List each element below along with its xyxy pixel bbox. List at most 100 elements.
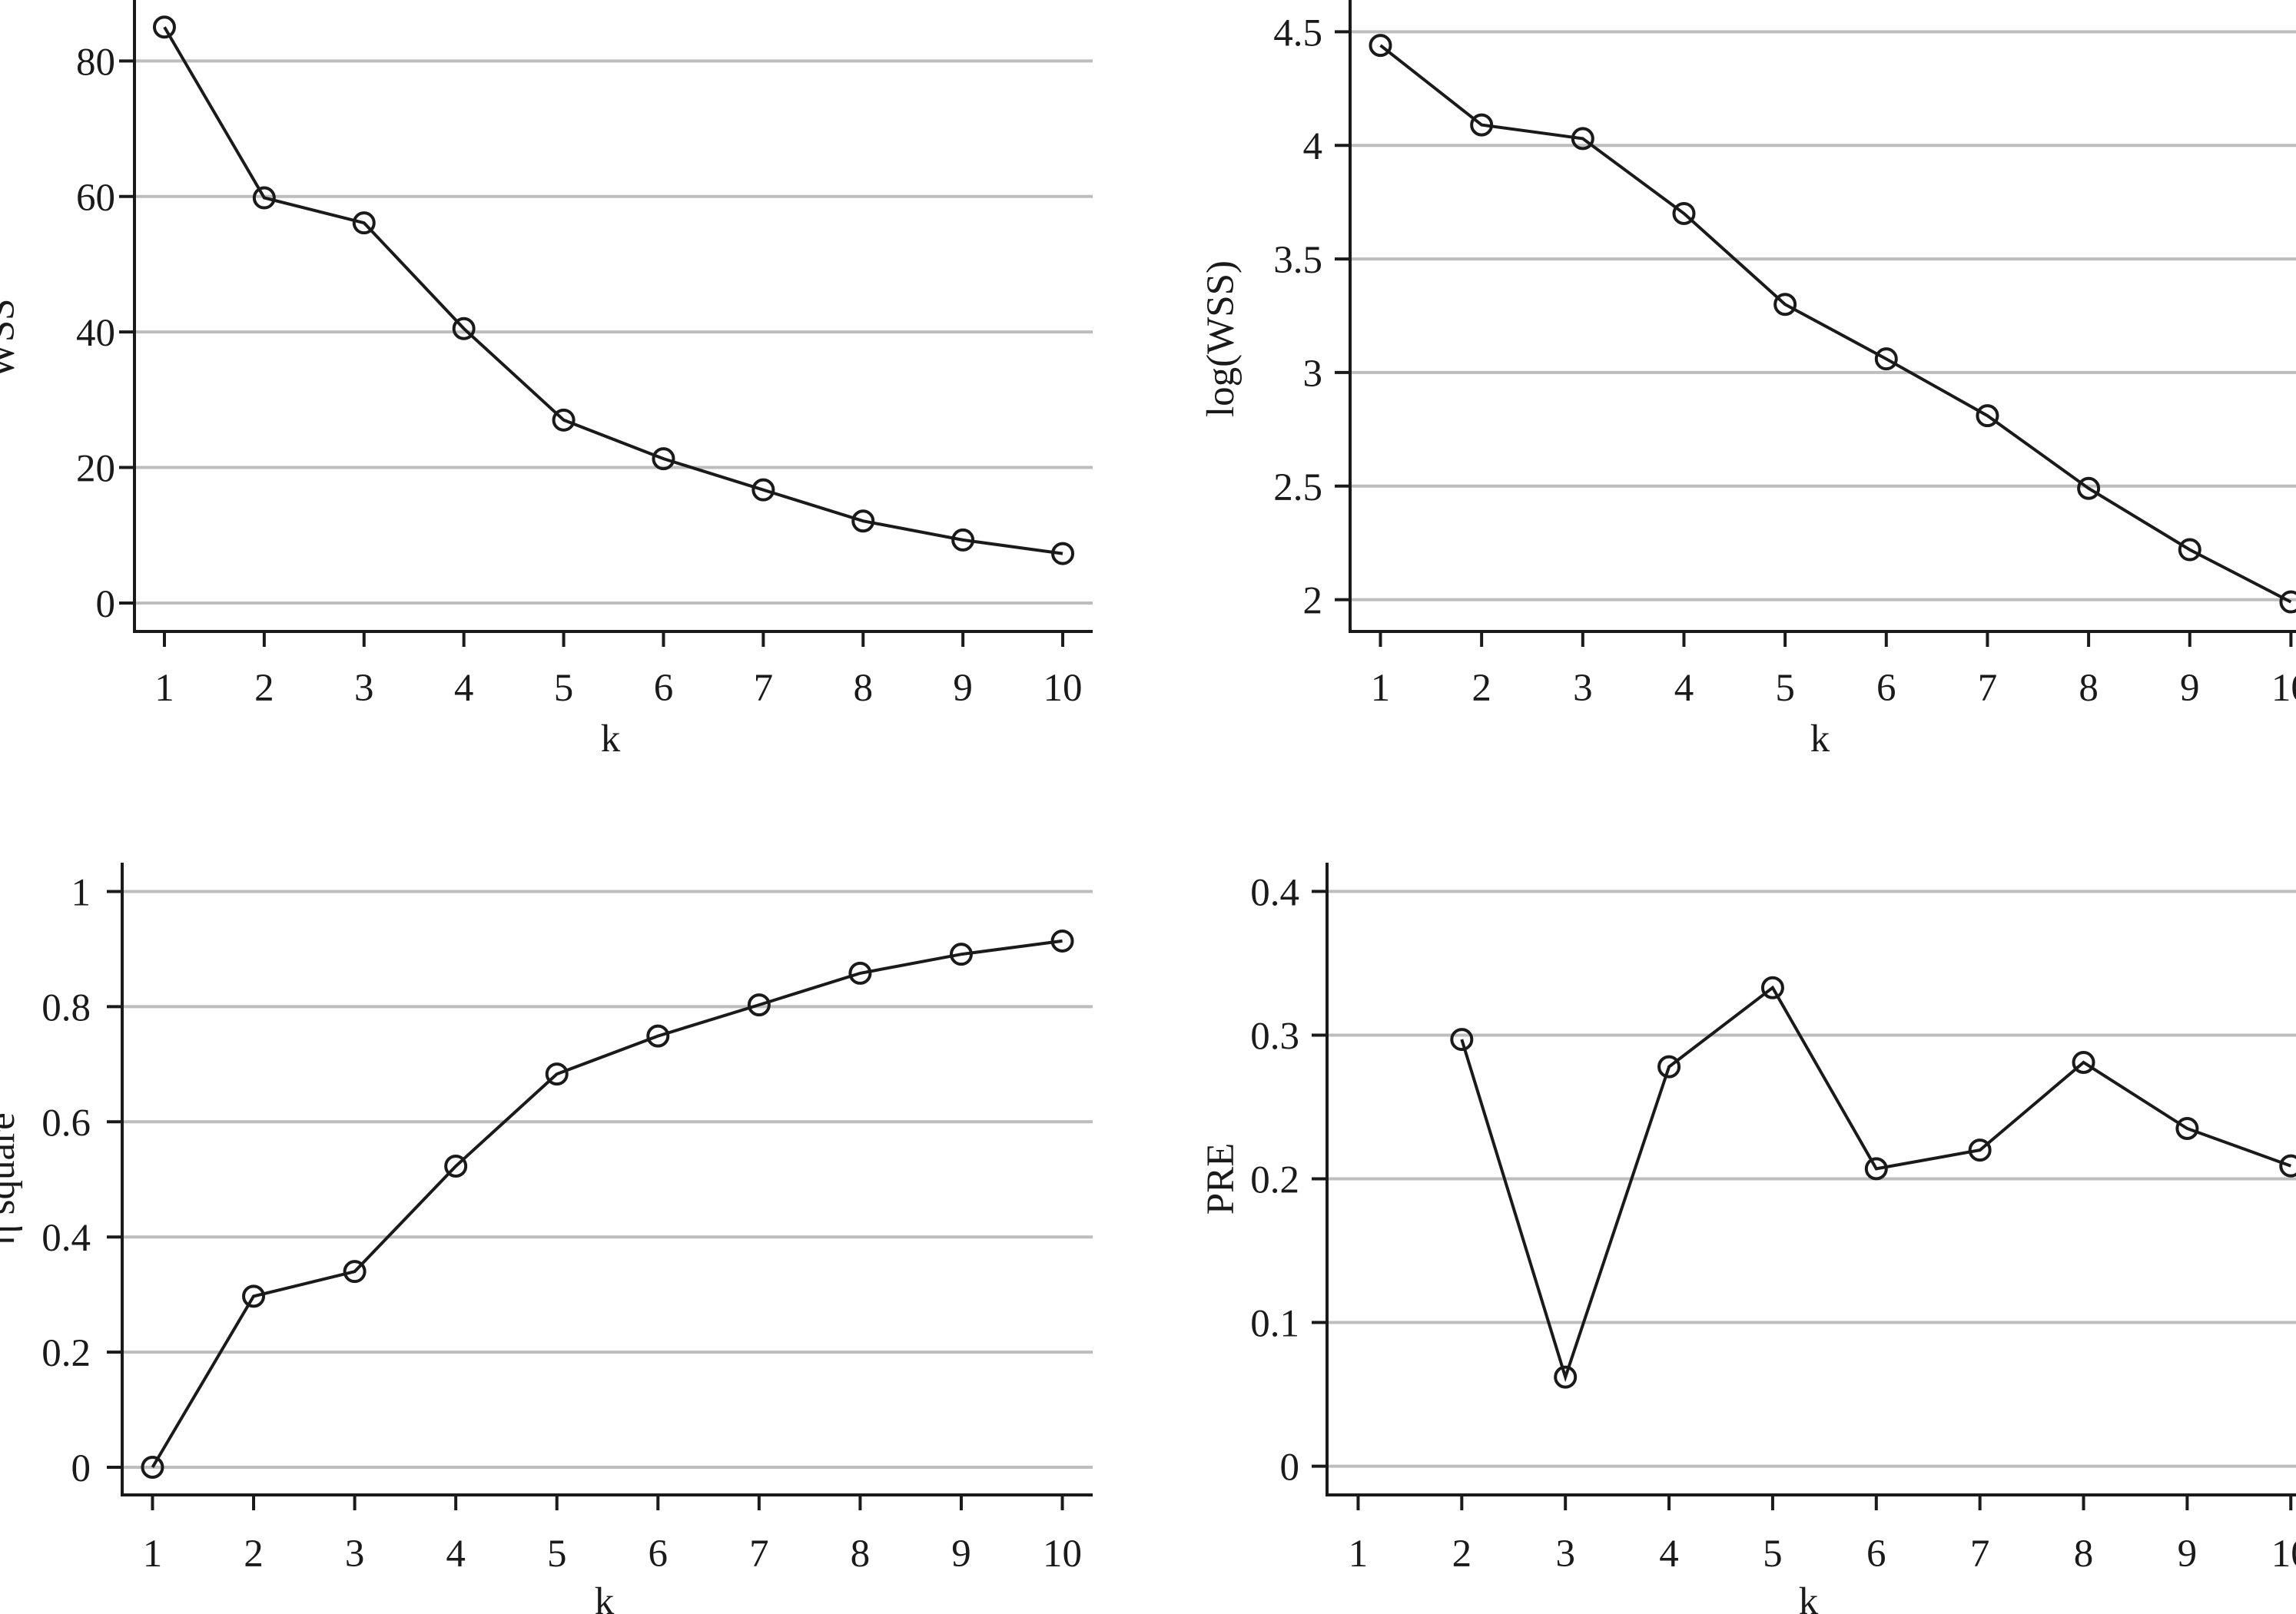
x-tick-label-3-7: 8 [851, 1533, 871, 1576]
y-tick-label-1-2: 40 [76, 312, 115, 355]
data-point-1-10 [1051, 542, 1075, 565]
x-tick-label-4-7: 8 [2074, 1533, 2094, 1576]
x-tick-label-4-6: 7 [1970, 1533, 1990, 1576]
x-tick-label-2-0: 1 [1371, 667, 1391, 710]
x-tick-label-4-8: 9 [2178, 1533, 2198, 1576]
x-tick-label-3-8: 9 [951, 1533, 971, 1576]
x-tick-label-1-8: 9 [953, 667, 973, 710]
x-axis-label-1: k [601, 718, 621, 761]
x-tick-label-2-9: 10 [2271, 667, 2296, 710]
x-tick-label-3-9: 10 [1043, 1533, 1082, 1576]
y-axis-label-2: log(WSS) [1199, 260, 1243, 417]
data-point-3-4 [444, 1155, 468, 1178]
series-line-3 [151, 939, 1063, 1469]
data-point-1-6 [652, 447, 675, 471]
data-point-4-9 [2175, 1117, 2199, 1141]
y-tick-label-3-1: 0.2 [41, 1332, 91, 1375]
x-tick-label-1-9: 10 [1043, 667, 1083, 710]
x-tick-label-2-7: 8 [2079, 667, 2099, 710]
data-point-1-7 [752, 478, 775, 502]
data-point-3-2 [242, 1284, 266, 1308]
panel-3: 0 0.2 0.4 0.6 0.8 1 1 2 3 4 5 6 7 8 9 10 k η square [0, 863, 1093, 1614]
y-tick-label-1-4: 80 [76, 41, 115, 84]
x-tick-label-4-0: 1 [1349, 1533, 1369, 1576]
y-tick-label-2-4: 4 [1303, 125, 1323, 168]
data-point-4-10 [2279, 1154, 2296, 1178]
x-tick-label-4-9: 10 [2271, 1533, 2296, 1576]
x-tick-label-3-3: 4 [446, 1533, 466, 1576]
y-tick-label-2-1: 2.5 [1273, 466, 1322, 509]
data-point-2-7 [1976, 404, 1999, 428]
x-tick-label-4-2: 3 [1555, 1533, 1575, 1576]
y-tick-label-4-2: 0.2 [1250, 1159, 1299, 1202]
data-point-2-2 [1470, 113, 1494, 137]
data-point-3-10 [1050, 929, 1074, 953]
data-point-3-6 [646, 1024, 670, 1048]
x-tick-label-2-6: 7 [1978, 667, 1998, 710]
y-tick-label-3-3: 0.6 [41, 1102, 91, 1145]
y-tick-label-4-3: 0.3 [1250, 1015, 1299, 1058]
data-point-1-5 [552, 408, 576, 432]
data-point-3-7 [747, 993, 771, 1017]
y-axis-label-3: η square [0, 1112, 23, 1245]
y-axis-label-1: WSS [0, 299, 23, 379]
y-tick-label-3-4: 0.8 [41, 986, 91, 1029]
data-point-2-1 [1369, 34, 1392, 58]
x-tick-label-3-6: 7 [749, 1533, 769, 1576]
x-tick-label-1-7: 8 [853, 667, 873, 710]
x-tick-label-3-4: 5 [547, 1533, 567, 1576]
x-axis-label-3: k [595, 1580, 615, 1614]
y-tick-label-2-3: 3.5 [1273, 239, 1322, 282]
x-tick-label-3-5: 6 [649, 1533, 669, 1576]
x-tick-label-2-2: 3 [1573, 667, 1593, 710]
x-tick-label-3-1: 2 [244, 1533, 264, 1576]
y-tick-label-4-0: 0 [1280, 1447, 1300, 1490]
data-point-2-10 [2279, 590, 2296, 614]
y-axis-label-4: PRE [1199, 1143, 1243, 1215]
x-tick-label-3-0: 1 [143, 1533, 163, 1576]
x-axis-label-2: k [1810, 718, 1830, 761]
data-point-4-8 [2072, 1050, 2095, 1074]
panel-4: 0 0.1 0.2 0.3 0.4 1 2 3 4 5 6 7 8 9 10 k PRE [1199, 863, 2296, 1614]
data-point-2-9 [2178, 538, 2201, 562]
data-point-1-1 [152, 15, 176, 39]
data-point-3-1 [141, 1456, 164, 1480]
data-point-1-2 [252, 186, 276, 210]
x-tick-label-2-1: 2 [1471, 667, 1491, 710]
data-point-4-3 [1554, 1365, 1578, 1389]
data-point-2-6 [1874, 347, 1898, 371]
data-point-3-9 [949, 943, 973, 966]
data-point-2-4 [1672, 201, 1696, 225]
data-point-3-5 [545, 1062, 569, 1086]
x-tick-label-4-4: 5 [1763, 1533, 1783, 1576]
data-point-4-2 [1450, 1028, 1474, 1052]
y-tick-label-3-5: 1 [71, 871, 91, 914]
series-line-1 [163, 26, 1063, 555]
x-tick-label-4-5: 6 [1866, 1533, 1886, 1576]
x-tick-label-2-8: 9 [2180, 667, 2200, 710]
x-axis-label-4: k [1799, 1580, 1819, 1614]
y-tick-label-2-0: 2 [1303, 580, 1323, 623]
data-point-4-7 [1968, 1138, 1992, 1162]
data-point-3-8 [848, 961, 872, 985]
x-tick-label-2-5: 6 [1876, 667, 1896, 710]
y-tick-label-4-1: 0.1 [1250, 1303, 1299, 1346]
y-tick-label-3-2: 0.4 [41, 1217, 91, 1260]
x-tick-label-2-3: 4 [1674, 667, 1694, 710]
data-point-1-9 [951, 528, 975, 552]
x-tick-label-1-2: 3 [354, 667, 374, 710]
x-tick-label-1-5: 6 [654, 667, 674, 710]
panel-1: 0 20 40 60 80 1 2 3 4 5 6 7 8 9 10 k WSS [0, 0, 1093, 761]
x-tick-label-4-3: 4 [1659, 1533, 1679, 1576]
x-tick-label-3-2: 3 [345, 1533, 365, 1576]
series-line-2 [1379, 44, 2292, 604]
x-tick-label-2-4: 5 [1775, 667, 1795, 710]
data-point-1-8 [851, 509, 875, 533]
data-point-1-3 [352, 211, 376, 235]
data-point-3-3 [343, 1260, 367, 1284]
data-point-4-6 [1864, 1157, 1888, 1181]
x-tick-label-1-0: 1 [154, 667, 174, 710]
x-tick-label-4-1: 2 [1452, 1533, 1472, 1576]
y-tick-label-2-5: 4.5 [1273, 12, 1322, 55]
